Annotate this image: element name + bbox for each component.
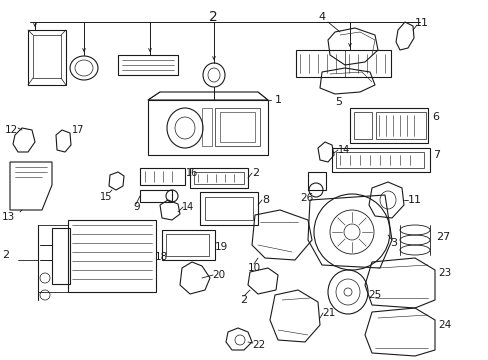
Bar xyxy=(335,152,423,168)
Bar xyxy=(165,234,208,256)
Text: 16: 16 xyxy=(185,168,198,178)
Bar xyxy=(118,55,178,75)
Text: 8: 8 xyxy=(262,195,268,205)
Bar xyxy=(307,172,325,190)
Text: 25: 25 xyxy=(367,290,381,300)
Text: 17: 17 xyxy=(72,125,84,135)
Text: 6: 6 xyxy=(431,112,438,122)
Bar xyxy=(33,35,61,78)
Bar xyxy=(52,228,70,284)
Text: 14: 14 xyxy=(337,145,349,155)
Bar xyxy=(194,172,244,184)
Text: 21: 21 xyxy=(321,308,335,318)
Bar xyxy=(220,112,254,142)
Bar xyxy=(375,112,425,139)
Text: 22: 22 xyxy=(251,340,264,350)
Text: 3: 3 xyxy=(389,238,396,248)
Text: 11: 11 xyxy=(414,18,428,28)
Text: 10: 10 xyxy=(247,263,261,273)
Bar xyxy=(200,192,258,225)
Text: 26: 26 xyxy=(299,193,313,203)
Text: 2: 2 xyxy=(240,295,246,305)
Text: 1: 1 xyxy=(274,95,282,105)
Text: 5: 5 xyxy=(334,97,341,107)
Text: 2: 2 xyxy=(2,250,9,260)
Bar xyxy=(204,197,252,220)
Bar xyxy=(295,50,390,77)
Text: 24: 24 xyxy=(437,320,450,330)
Bar xyxy=(68,220,156,292)
Bar xyxy=(28,30,66,85)
Bar xyxy=(349,108,427,143)
Text: 2: 2 xyxy=(208,10,217,24)
Text: 18: 18 xyxy=(155,252,168,262)
Bar xyxy=(353,112,371,139)
Text: 4: 4 xyxy=(317,12,325,22)
Bar xyxy=(140,168,184,185)
Text: 15: 15 xyxy=(100,192,112,202)
Bar xyxy=(202,108,212,146)
Text: 19: 19 xyxy=(215,242,228,252)
Bar xyxy=(215,108,260,146)
Text: 12: 12 xyxy=(5,125,18,135)
Text: 9: 9 xyxy=(133,202,140,212)
Text: 27: 27 xyxy=(435,232,449,242)
Bar xyxy=(331,148,429,172)
Text: 23: 23 xyxy=(437,268,450,278)
Bar xyxy=(140,190,172,202)
Text: 2: 2 xyxy=(251,168,259,178)
Text: 14: 14 xyxy=(182,202,194,212)
Text: 13: 13 xyxy=(2,212,15,222)
Bar xyxy=(162,230,215,260)
Text: 11: 11 xyxy=(407,195,421,205)
Text: 20: 20 xyxy=(212,270,224,280)
Bar xyxy=(190,168,247,188)
Text: 7: 7 xyxy=(432,150,439,160)
